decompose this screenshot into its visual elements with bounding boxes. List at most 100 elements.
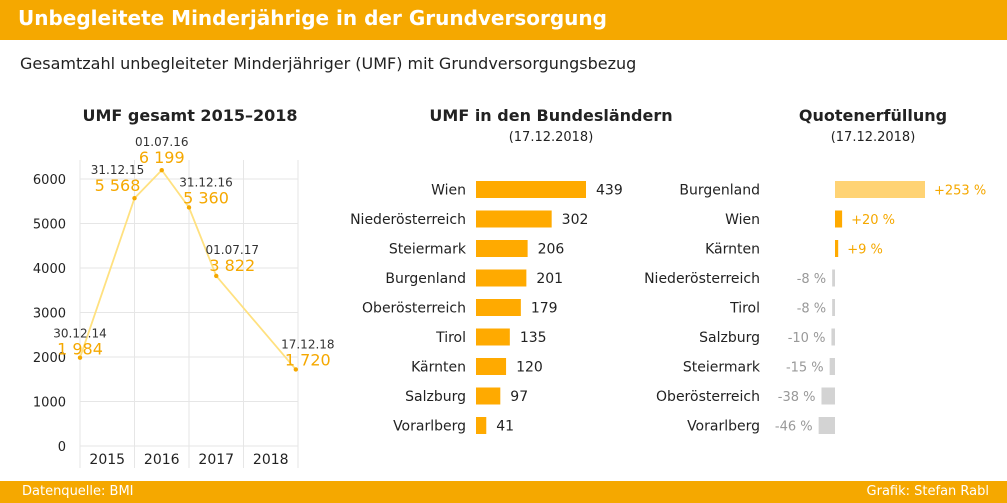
state-label: Wien bbox=[431, 183, 466, 199]
quota-value-label: -38 % bbox=[778, 390, 816, 405]
state-label: Kärnten bbox=[411, 360, 466, 376]
line-chart-labels: 30.12.141 984 31.12.155 568 01.07.166 199 3… bbox=[53, 135, 334, 369]
quota-bar bbox=[835, 181, 925, 198]
point-date-label: 17.12.18 bbox=[281, 337, 334, 351]
state-value-label: 97 bbox=[510, 389, 528, 405]
point-value-label: 6 199 bbox=[139, 148, 185, 167]
quota-state-label: Wien bbox=[725, 212, 760, 228]
quota-bar bbox=[835, 210, 843, 228]
state-bar bbox=[476, 240, 528, 257]
state-value-label: 206 bbox=[538, 242, 565, 258]
footer-bar: Datenquelle: BMI Grafik: Stefan Rabl bbox=[0, 481, 1007, 503]
state-bar bbox=[476, 299, 521, 316]
page-subtitle: Gesamtzahl unbegleiteter Minderjähriger … bbox=[20, 54, 637, 73]
state-value-label: 302 bbox=[562, 212, 589, 228]
x-tick-label: 2018 bbox=[253, 452, 289, 468]
line-chart-series bbox=[77, 167, 299, 372]
line-chart: UMF gesamt 2015–2018 0 1000 2000 3000 4000 50… bbox=[33, 106, 335, 468]
y-tick-label: 5000 bbox=[33, 218, 66, 233]
quota-state-label: Burgenland bbox=[679, 183, 760, 199]
quota-state-label: Niederösterreich bbox=[644, 271, 760, 287]
states-bar-chart: UMF in den Bundesländern (17.12.2018) Wi… bbox=[350, 106, 673, 435]
state-label: Salzburg bbox=[405, 389, 466, 405]
line-chart-y-ticks: 0 1000 2000 3000 4000 5000 6000 bbox=[33, 173, 66, 455]
quota-bar bbox=[829, 358, 835, 375]
state-value-label: 179 bbox=[531, 301, 558, 317]
data-point bbox=[77, 355, 83, 360]
point-value-label: 3 822 bbox=[209, 256, 255, 275]
state-bar bbox=[476, 417, 487, 434]
point-date-label: 31.12.16 bbox=[179, 175, 232, 189]
quota-bar bbox=[832, 269, 835, 287]
quota-bar-chart: Quotenerfüllung (17.12.2018) Burgenland +… bbox=[644, 106, 986, 435]
states-chart-date: (17.12.2018) bbox=[509, 130, 594, 145]
x-tick-label: 2015 bbox=[89, 452, 125, 468]
quota-bar bbox=[821, 387, 835, 405]
state-value-label: 439 bbox=[596, 183, 623, 199]
x-tick-label: 2016 bbox=[144, 452, 180, 468]
quota-bar bbox=[832, 299, 835, 316]
line-chart-title: UMF gesamt 2015–2018 bbox=[83, 106, 298, 125]
states-chart-title: UMF in den Bundesländern bbox=[429, 106, 672, 125]
point-value-label: 5 360 bbox=[183, 188, 229, 207]
point-date-label: 31.12.15 bbox=[91, 163, 144, 177]
state-value-label: 201 bbox=[536, 271, 563, 287]
header-bar: Unbegleitete Minderjährige in der Grundv… bbox=[0, 0, 1007, 40]
data-point bbox=[132, 196, 137, 201]
point-date-label: 01.07.17 bbox=[206, 243, 259, 257]
quota-value-label: -10 % bbox=[788, 331, 826, 346]
line-series-path bbox=[79, 168, 297, 371]
quota-state-label: Tirol bbox=[729, 301, 760, 317]
quota-bars: Burgenland +253 % Wien +20 % Kärnten +9 % Nied… bbox=[644, 181, 986, 435]
quota-value-label: -46 % bbox=[775, 420, 813, 435]
point-date-label: 01.07.16 bbox=[135, 135, 188, 149]
state-label: Vorarlberg bbox=[393, 419, 466, 435]
y-tick-label: 1000 bbox=[33, 396, 66, 411]
state-value-label: 135 bbox=[520, 330, 547, 346]
state-label: Steiermark bbox=[389, 242, 467, 258]
point-value-label: 1 720 bbox=[285, 350, 331, 369]
graphic-credit: Grafik: Stefan Rabl bbox=[866, 484, 989, 499]
data-point bbox=[214, 273, 219, 279]
quota-bar bbox=[831, 328, 835, 346]
line-chart-x-ticks: 2015 2016 2017 2018 bbox=[89, 452, 288, 468]
quota-value-label: +253 % bbox=[934, 184, 986, 199]
state-bar bbox=[476, 269, 527, 287]
quota-state-label: Kärnten bbox=[705, 242, 760, 258]
x-tick-label: 2017 bbox=[198, 452, 234, 468]
state-bar bbox=[476, 358, 507, 375]
quota-value-label: -15 % bbox=[786, 361, 824, 376]
data-point bbox=[293, 367, 299, 372]
data-source: Datenquelle: BMI bbox=[22, 484, 134, 499]
quota-state-label: Vorarlberg bbox=[687, 419, 760, 435]
data-point bbox=[186, 205, 192, 210]
quota-value-label: -8 % bbox=[797, 272, 826, 287]
y-tick-label: 3000 bbox=[33, 307, 66, 322]
point-value-label: 1 984 bbox=[57, 340, 103, 359]
state-bar bbox=[476, 328, 510, 346]
quota-chart-title: Quotenerfüllung bbox=[799, 106, 947, 125]
page-title: Unbegleitete Minderjährige in der Grundv… bbox=[18, 6, 607, 30]
quota-value-label: -8 % bbox=[797, 302, 826, 317]
quota-value-label: +9 % bbox=[847, 243, 883, 258]
state-label: Tirol bbox=[435, 330, 466, 346]
state-bar bbox=[476, 387, 501, 405]
state-bar bbox=[476, 210, 552, 228]
y-tick-label: 4000 bbox=[33, 262, 66, 277]
quota-state-label: Steiermark bbox=[683, 360, 761, 376]
states-bars: Wien 439 Niederösterreich 302 Steiermark 206 B… bbox=[350, 181, 623, 435]
charts-canvas: UMF gesamt 2015–2018 0 1000 2000 3000 4000 50… bbox=[33, 106, 986, 468]
state-label: Burgenland bbox=[385, 271, 466, 287]
y-tick-label: 2000 bbox=[33, 351, 66, 366]
y-tick-label: 0 bbox=[58, 440, 66, 455]
state-label: Oberösterreich bbox=[362, 301, 466, 317]
y-tick-label: 6000 bbox=[33, 173, 66, 188]
line-chart-grid bbox=[79, 160, 299, 468]
point-date-label: 30.12.14 bbox=[53, 327, 106, 341]
quota-bar bbox=[818, 417, 835, 434]
state-bar bbox=[476, 181, 586, 198]
quota-state-label: Oberösterreich bbox=[656, 389, 760, 405]
quota-state-label: Salzburg bbox=[699, 330, 760, 346]
state-value-label: 41 bbox=[496, 419, 514, 435]
point-value-label: 5 568 bbox=[95, 176, 141, 195]
